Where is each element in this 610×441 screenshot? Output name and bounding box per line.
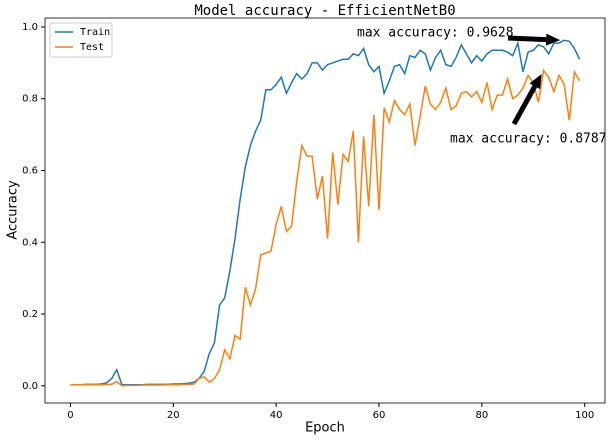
y-tick-label: 0.4 <box>22 237 38 248</box>
y-tick-label: 0.0 <box>22 381 38 392</box>
y-tick-label: 0.2 <box>22 309 38 320</box>
annotation-arrowhead <box>529 73 542 90</box>
annotation: max accuracy: 0.9628 <box>357 26 514 41</box>
plot-frame <box>44 17 606 404</box>
x-tick-label: 40 <box>270 410 283 421</box>
x-axis-label: Epoch <box>305 421 345 436</box>
legend-label: Train <box>80 27 110 38</box>
y-tick-label: 1.0 <box>22 22 38 33</box>
data-line <box>70 68 581 387</box>
legend-label: Test <box>80 42 104 53</box>
x-tick-label: 100 <box>575 410 594 421</box>
y-tick-label: 0.6 <box>22 165 38 176</box>
annotation-arrow <box>511 85 538 126</box>
x-tick-label: 80 <box>475 410 488 421</box>
y-tick-label: 0.8 <box>22 94 38 105</box>
annotation-arrow <box>507 35 547 43</box>
annotation-arrowhead <box>545 33 561 46</box>
annotation: max accuracy: 0.8787 <box>450 132 607 147</box>
x-tick-label: 0 <box>67 410 73 421</box>
x-tick-label: 20 <box>167 410 180 421</box>
y-axis-label: Accuracy <box>6 180 21 240</box>
chart-title: Model accuracy - EfficientNetB0 <box>194 3 455 19</box>
x-tick-label: 60 <box>373 410 386 421</box>
